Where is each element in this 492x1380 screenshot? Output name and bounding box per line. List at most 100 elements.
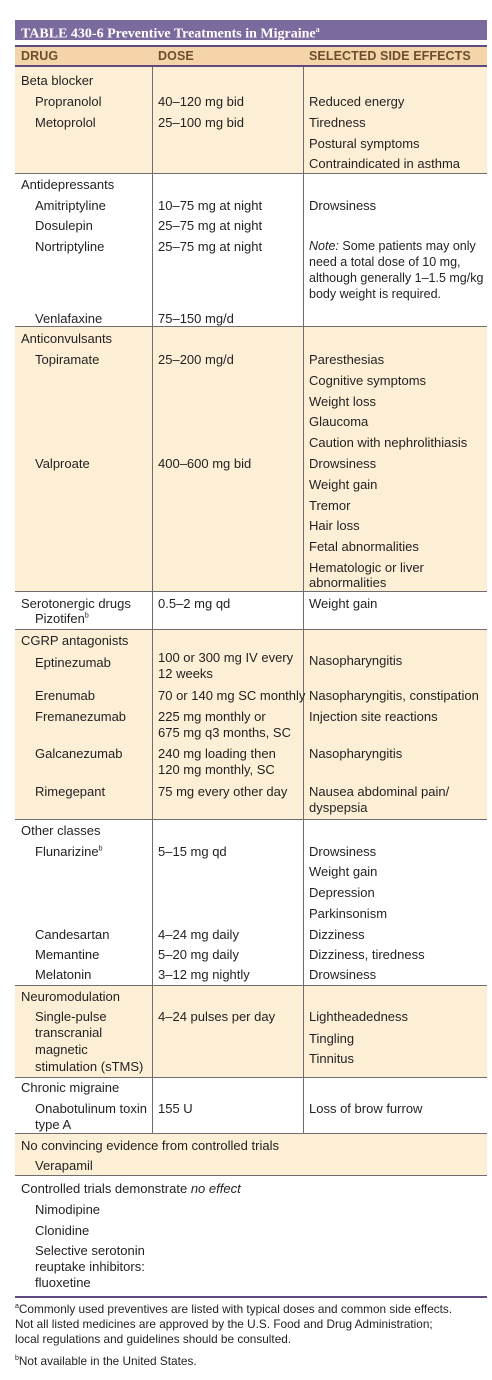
drug-name: Valproate bbox=[35, 456, 90, 471]
drug-name: Memantine bbox=[35, 947, 100, 962]
drug-name: Amitriptyline bbox=[35, 198, 106, 213]
side-effect: Parkinsonism bbox=[309, 906, 388, 921]
side-effect: Tremor bbox=[309, 498, 351, 513]
side-effect: Dizziness, tiredness bbox=[309, 947, 425, 962]
drug-dose: 240 mg loading then bbox=[158, 746, 276, 761]
side-effect: Reduced energy bbox=[309, 94, 405, 109]
note-line: body weight is required. bbox=[309, 287, 442, 301]
drug-dose: 75–150 mg/d bbox=[158, 311, 234, 326]
drug-dose: 25–200 mg/d bbox=[158, 352, 234, 367]
drug-dose: 25–75 mg at night bbox=[158, 218, 263, 233]
class-label: Beta blocker bbox=[21, 73, 94, 88]
drug-name: Pizotifenb bbox=[35, 611, 89, 626]
table-header: DRUG DOSE SELECTED SIDE EFFECTS bbox=[15, 45, 487, 67]
drug-dose: 4–24 mg daily bbox=[158, 927, 239, 942]
table-bottom-rule bbox=[15, 1296, 487, 1298]
drug-name: Dosulepin bbox=[35, 218, 93, 233]
drug-name: Onabotulinum toxin bbox=[35, 1101, 148, 1116]
drug-name: magnetic bbox=[35, 1042, 88, 1057]
drug-dose: 0.5–2 mg qd bbox=[158, 596, 231, 611]
drug-name: Melatonin bbox=[35, 967, 92, 982]
drug-name: Flunarizineb bbox=[35, 844, 103, 859]
class-label: Neuromodulation bbox=[21, 989, 121, 1004]
side-effect: Weight gain bbox=[309, 477, 378, 492]
section-beta-blocker: Beta blocker Propranolol 40–120 mg bid M… bbox=[15, 67, 487, 174]
side-effect: Nasopharyngitis bbox=[309, 746, 403, 761]
drug-dose: 25–100 mg bid bbox=[158, 115, 245, 130]
side-effect: Nausea abdominal pain/ bbox=[309, 784, 450, 799]
section-no-evidence: No convincing evidence from controlled t… bbox=[15, 1134, 487, 1176]
section-no-effect: Controlled trials demonstrate no effect … bbox=[15, 1176, 487, 1295]
side-effect: Caution with nephrolithiasis bbox=[309, 435, 468, 450]
side-effect: Drowsiness bbox=[309, 844, 377, 859]
side-effect: Drowsiness bbox=[309, 198, 377, 213]
header-side-effects: SELECTED SIDE EFFECTS bbox=[309, 49, 471, 63]
section-neuromodulation: Neuromodulation Single-pulse transcrania… bbox=[15, 986, 487, 1078]
side-effect: Tiredness bbox=[309, 115, 366, 130]
drug-name: Rimegepant bbox=[35, 784, 106, 799]
side-effect: Hair loss bbox=[309, 518, 360, 533]
side-effect: Nasopharyngitis bbox=[309, 653, 403, 668]
drug-name: Venlafaxine bbox=[35, 311, 103, 326]
drug-name: Fremanezumab bbox=[35, 709, 127, 724]
side-effect: Weight gain bbox=[309, 596, 378, 611]
side-effect: Injection site reactions bbox=[309, 709, 438, 724]
section-label: Controlled trials demonstrate no effect bbox=[21, 1181, 241, 1196]
class-label: Serotonergic drugs bbox=[21, 596, 131, 611]
drug-dose: 70 or 140 mg SC monthly bbox=[158, 688, 306, 703]
side-effect: Fetal abnormalities bbox=[309, 539, 419, 554]
side-effect: Weight gain bbox=[309, 864, 378, 879]
side-effect: Postural symptoms bbox=[309, 136, 420, 151]
drug-name: Verapamil bbox=[35, 1158, 93, 1173]
section-chronic-migraine: Chronic migraine Onabotulinum toxin type… bbox=[15, 1078, 487, 1134]
side-effect: Dizziness bbox=[309, 927, 365, 942]
side-effect: Cognitive symptoms bbox=[309, 373, 427, 388]
drug-name: Selective serotonin bbox=[35, 1243, 145, 1258]
drug-name: Galcanezumab bbox=[35, 746, 123, 761]
section-anticonvulsants: Anticonvulsants Topiramate 25–200 mg/d P… bbox=[15, 327, 487, 592]
drug-name: transcranial bbox=[35, 1025, 103, 1040]
section-other-classes: Other classes Flunarizineb 5–15 mg qd Dr… bbox=[15, 820, 487, 986]
drug-dose: 4–24 pulses per day bbox=[158, 1009, 276, 1024]
drug-name: type A bbox=[35, 1117, 72, 1132]
class-label: Other classes bbox=[21, 823, 101, 838]
drug-dose: 5–20 mg daily bbox=[158, 947, 239, 962]
side-effect: Paresthesias bbox=[309, 352, 385, 367]
class-label: Antidepressants bbox=[21, 177, 115, 192]
section-serotonergic: Serotonergic drugs Pizotifenb 0.5–2 mg q… bbox=[15, 592, 487, 630]
section-cgrp: CGRP antagonists Eptinezumab 100 or 300 … bbox=[15, 630, 487, 820]
drug-dose: 12 weeks bbox=[158, 666, 213, 681]
drug-name: Erenumab bbox=[35, 688, 95, 703]
side-effect: Weight loss bbox=[309, 394, 376, 409]
header-dose: DOSE bbox=[158, 49, 194, 63]
note-line: need a total dose of 10 mg, bbox=[309, 255, 461, 269]
class-label: Anticonvulsants bbox=[21, 331, 113, 346]
side-effect: Drowsiness bbox=[309, 456, 377, 471]
side-effect: dyspepsia bbox=[309, 800, 368, 815]
drug-name: stimulation (sTMS) bbox=[35, 1059, 144, 1074]
drug-dose: 25–75 mg at night bbox=[158, 239, 263, 254]
note-line: Note: Some patients may only bbox=[309, 239, 476, 253]
drug-name: Nortriptyline bbox=[35, 239, 105, 254]
section-label: No convincing evidence from controlled t… bbox=[21, 1138, 279, 1153]
side-effect: Loss of brow furrow bbox=[309, 1101, 423, 1116]
drug-dose: 5–15 mg qd bbox=[158, 844, 227, 859]
class-label: Chronic migraine bbox=[21, 1080, 120, 1095]
drug-name: Metoprolol bbox=[35, 115, 96, 130]
drug-name: Propranolol bbox=[35, 94, 102, 109]
drug-name: Nimodipine bbox=[35, 1202, 101, 1217]
drug-dose: 40–120 mg bid bbox=[158, 94, 245, 109]
section-antidepressants: Antidepressants Amitriptyline 10–75 mg a… bbox=[15, 174, 487, 327]
drug-dose: 675 mg q3 months, SC bbox=[158, 725, 291, 740]
side-effect: Tingling bbox=[309, 1031, 355, 1046]
drug-name: Clonidine bbox=[35, 1223, 90, 1238]
drug-dose: 100 or 300 mg IV every bbox=[158, 650, 294, 665]
drug-name: reuptake inhibitors: bbox=[35, 1259, 145, 1274]
footnote-a: aCommonly used preventives are listed wi… bbox=[15, 1302, 453, 1346]
footnote-b: bNot available in the United States. bbox=[15, 1354, 197, 1368]
drug-dose: 3–12 mg nightly bbox=[158, 967, 250, 982]
drug-name: fluoxetine bbox=[35, 1275, 91, 1290]
header-drug: DRUG bbox=[21, 49, 59, 63]
drug-dose: 10–75 mg at night bbox=[158, 198, 263, 213]
drug-name: Candesartan bbox=[35, 927, 110, 942]
